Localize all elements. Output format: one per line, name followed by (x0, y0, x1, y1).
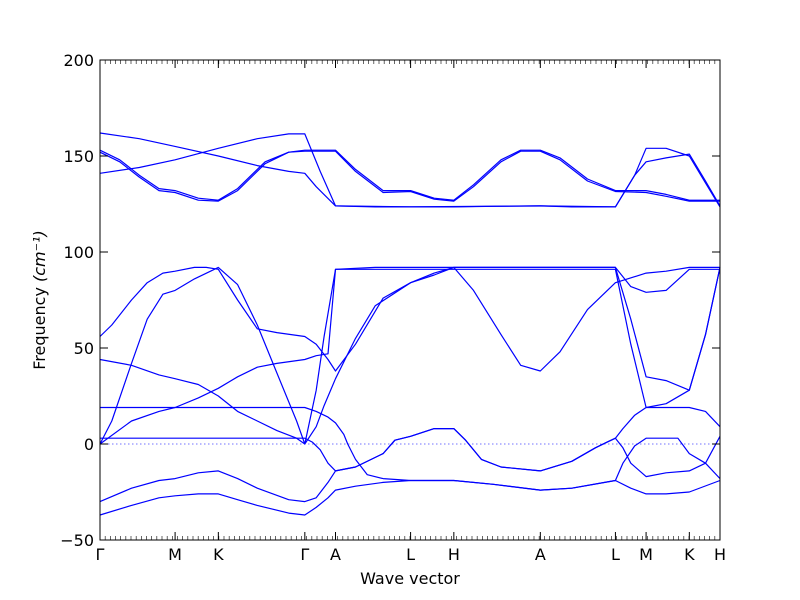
plot-area (99, 132, 721, 516)
y-tick-label: 50 (74, 339, 94, 358)
y-axis-title-unit: (cm⁻¹) (30, 230, 49, 282)
x-axis-title: Wave vector (360, 569, 460, 588)
band-line-2 (99, 150, 720, 202)
band-line-12 (99, 437, 721, 516)
y-tick-label: 0 (84, 435, 94, 454)
y-axis-title: Frequency (cm⁻¹) (30, 230, 49, 369)
x-tick-label: L (611, 545, 620, 564)
x-tick-label: L (406, 545, 415, 564)
x-tick-label: H (714, 545, 726, 564)
x-tick-label: M (168, 545, 182, 564)
band-line-9 (100, 406, 721, 495)
band-line-6 (99, 266, 720, 445)
y-tick-label: 100 (63, 243, 94, 262)
x-tick-label: K (213, 545, 224, 564)
x-tick-label: K (684, 545, 695, 564)
x-tick-label: A (330, 545, 341, 564)
x-tick-label: M (639, 545, 653, 564)
band-line-11 (99, 406, 721, 503)
y-axis-title-text: Frequency (30, 287, 49, 370)
y-tick-label: −50 (60, 531, 94, 550)
band-line-4 (99, 133, 721, 208)
x-tick-label: Γ (96, 545, 105, 564)
y-tick-label: 150 (63, 147, 94, 166)
band-line-7 (99, 266, 721, 445)
band-line-1 (99, 149, 720, 201)
plot-frame (99, 59, 721, 541)
y-tick-label: 200 (63, 51, 94, 70)
band-line-8 (99, 267, 721, 445)
x-tick-label: Γ (300, 545, 309, 564)
x-tick-label: H (448, 545, 460, 564)
x-tick-label: A (535, 545, 546, 564)
